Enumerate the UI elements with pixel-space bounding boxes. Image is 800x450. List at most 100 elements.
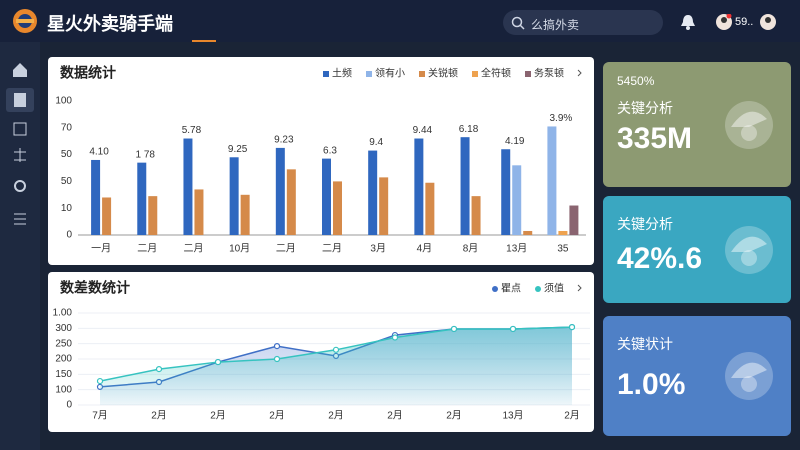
x-tick-label: 2月 — [269, 410, 285, 422]
bar — [523, 230, 533, 235]
card-icon — [725, 352, 773, 400]
legend-marker — [525, 71, 531, 77]
point — [214, 358, 222, 366]
x-tick-label: 2月 — [151, 410, 167, 422]
x-tick-label: 7月 — [92, 410, 108, 422]
legend-label: 关锐顿 — [428, 67, 458, 80]
point — [273, 343, 281, 350]
y-tick-label: 70 — [61, 122, 73, 133]
card-title: 关键状计 — [617, 336, 673, 352]
card-value: 1.0% — [617, 368, 686, 401]
avatar[interactable] — [760, 14, 776, 30]
bar — [368, 150, 378, 235]
point — [509, 325, 517, 333]
legend-marker — [366, 71, 372, 77]
x-tick-label: 2月 — [446, 410, 462, 422]
app-title: 星火外卖骑手端 — [47, 14, 173, 34]
x-tick-label: 2月 — [328, 410, 344, 422]
y-tick-label: 10 — [61, 203, 73, 214]
kpi-card[interactable]: 关键分析 42%.6 — [603, 196, 791, 303]
doc-icon[interactable] — [14, 93, 26, 107]
bar — [137, 162, 147, 235]
legend-label: 领有小 — [375, 67, 405, 80]
legend-arrow[interactable] — [577, 69, 582, 77]
x-tick-label: 二月 — [183, 243, 203, 255]
bar — [512, 165, 522, 235]
point — [332, 346, 340, 353]
x-tick-label: 一月 — [91, 243, 111, 255]
bar — [547, 126, 557, 235]
y-tick-label: 100 — [55, 384, 72, 395]
kpi-card[interactable]: 关键状计 1.0% — [603, 316, 791, 436]
x-tick-label: 13月 — [506, 243, 527, 255]
legend-label: 须值 — [544, 282, 564, 295]
chart-icon[interactable] — [14, 148, 26, 162]
avatar[interactable] — [716, 14, 732, 30]
bar — [240, 194, 250, 235]
bar-annotation: 9.25 — [228, 144, 248, 155]
card-value: 42%.6 — [617, 241, 703, 275]
y-tick-label: 100 — [55, 96, 72, 107]
bar — [471, 196, 481, 235]
x-tick-label: 35 — [557, 244, 569, 255]
bar-annotation: 4.19 — [505, 136, 525, 147]
user-name: 59.. — [735, 16, 754, 28]
card-title: 关键分析 — [617, 216, 673, 232]
bar — [91, 159, 101, 235]
point — [96, 377, 104, 385]
bar — [501, 149, 511, 235]
legend-label: 土频 — [332, 67, 352, 80]
bar — [275, 147, 285, 235]
sidebar-icons — [6, 63, 34, 225]
bar-annotation: 6.18 — [459, 124, 479, 135]
x-tick-label: 3月 — [370, 243, 386, 255]
bar — [379, 177, 389, 235]
card-title: 关键分析 — [617, 100, 673, 116]
point — [450, 325, 458, 333]
bar — [558, 230, 568, 235]
x-tick-label: 2月 — [210, 410, 226, 422]
legend-label: 全符顿 — [481, 67, 511, 80]
card-value: 335M — [617, 122, 693, 155]
bar — [460, 137, 470, 235]
x-tick-label: 2月 — [387, 410, 403, 422]
bar — [102, 197, 112, 235]
search-box[interactable]: 么搞外卖 — [503, 10, 663, 35]
point — [568, 324, 576, 331]
point — [391, 334, 399, 341]
x-tick-label: 二月 — [322, 243, 342, 255]
logo — [13, 9, 37, 33]
bar — [425, 182, 435, 235]
active-indicator — [192, 40, 216, 42]
x-tick-label: 8月 — [463, 243, 479, 255]
y-tick-label: 0 — [66, 400, 72, 411]
sidebar — [0, 42, 40, 450]
kpi-card[interactable]: 5450% 关键分析 335M — [603, 62, 791, 187]
panel-title: 数差数统计 — [60, 280, 130, 296]
gear-icon[interactable] — [14, 180, 26, 192]
bar — [148, 196, 158, 235]
legend-arrow[interactable] — [577, 284, 582, 292]
x-tick-label: 二月 — [137, 243, 157, 255]
legend-label: 务泵顿 — [534, 67, 564, 80]
charts: 数据统计 务泵顿 全符顿 关锐顿 领有小 土频 0 10 50 50 70 100 一月 4.10 二月 1 … — [53, 65, 590, 422]
y-tick-label: 50 — [61, 176, 73, 187]
bell-icon[interactable] — [680, 13, 696, 31]
x-tick-label: 13月 — [502, 410, 523, 422]
y-tick-label: 50 — [61, 149, 73, 160]
bar — [229, 157, 239, 235]
bar — [286, 169, 296, 235]
menu-icon[interactable] — [14, 213, 26, 225]
x-tick-label: 二月 — [276, 243, 296, 255]
grid-icon[interactable] — [13, 122, 27, 136]
bar-annotation: 9.23 — [274, 135, 294, 146]
bar — [569, 205, 579, 235]
legend-marker — [472, 71, 478, 77]
search-icon — [511, 16, 525, 30]
bar — [322, 158, 331, 235]
home-icon[interactable] — [13, 63, 27, 77]
y-tick-label: 150 — [55, 369, 72, 380]
bar — [333, 181, 342, 235]
x-tick-label: 2月 — [564, 410, 580, 422]
